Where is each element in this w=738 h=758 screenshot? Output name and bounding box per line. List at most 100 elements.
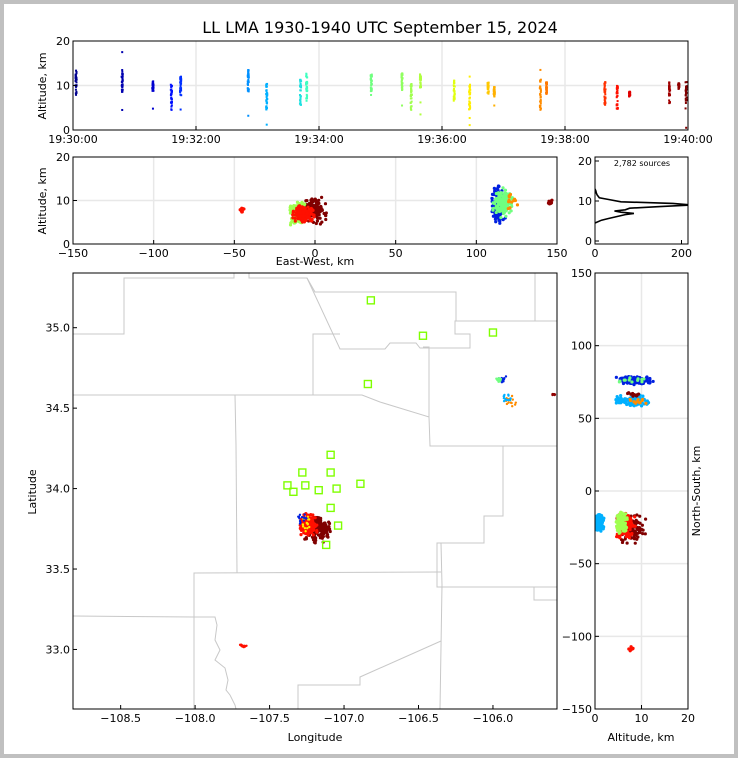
x-tick-label: 100 bbox=[466, 247, 487, 260]
source-point bbox=[669, 89, 672, 92]
source-point bbox=[616, 100, 619, 103]
source-point bbox=[468, 108, 471, 111]
lma-station-marker bbox=[326, 468, 335, 477]
source-point bbox=[493, 87, 496, 90]
source-point bbox=[601, 526, 605, 530]
source-point bbox=[291, 210, 295, 214]
source-point bbox=[618, 398, 623, 402]
y-tick-label: −150 bbox=[562, 703, 592, 716]
source-point bbox=[317, 198, 321, 202]
source-point bbox=[151, 83, 154, 86]
source-point bbox=[510, 394, 514, 398]
source-point bbox=[301, 210, 306, 214]
lma-station-marker bbox=[488, 328, 498, 337]
source-point bbox=[170, 104, 173, 107]
source-point bbox=[633, 541, 637, 545]
source-point bbox=[631, 394, 635, 398]
source-point bbox=[677, 82, 680, 85]
source-point bbox=[684, 101, 687, 104]
source-point bbox=[630, 380, 634, 384]
x-tick-label: 19:34:00 bbox=[294, 133, 343, 146]
source-point bbox=[401, 88, 404, 91]
eastwest-ylabel: Altitude, km bbox=[36, 167, 49, 234]
source-point bbox=[668, 101, 671, 104]
source-point bbox=[170, 88, 173, 91]
source-point bbox=[370, 79, 373, 82]
source-point bbox=[401, 86, 404, 89]
source-point bbox=[507, 194, 511, 198]
source-point bbox=[603, 82, 606, 85]
source-point bbox=[468, 92, 471, 95]
source-point bbox=[468, 97, 471, 100]
y-tick-label: 100 bbox=[571, 340, 592, 353]
source-point bbox=[615, 96, 618, 99]
source-point bbox=[502, 396, 506, 400]
source-point bbox=[75, 69, 78, 72]
source-point bbox=[638, 521, 642, 525]
source-point bbox=[308, 525, 311, 529]
source-point bbox=[243, 644, 246, 648]
source-point bbox=[311, 513, 315, 517]
source-point bbox=[74, 92, 77, 95]
source-point bbox=[298, 94, 301, 97]
source-point bbox=[468, 116, 471, 119]
county-border-line bbox=[73, 273, 235, 335]
source-point bbox=[500, 194, 505, 198]
source-point bbox=[492, 92, 495, 95]
x-tick-label: 0 bbox=[312, 247, 319, 260]
source-point bbox=[265, 92, 268, 95]
source-point bbox=[419, 74, 422, 77]
y-tick-label: 20 bbox=[56, 151, 70, 164]
source-point bbox=[302, 206, 306, 210]
source-point bbox=[311, 516, 315, 520]
source-point bbox=[121, 85, 124, 88]
source-point bbox=[410, 100, 413, 103]
source-point bbox=[468, 105, 471, 108]
source-point bbox=[644, 401, 648, 405]
x-tick-label: 10 bbox=[635, 712, 649, 725]
source-point bbox=[410, 105, 413, 108]
source-point bbox=[292, 206, 296, 210]
source-point bbox=[151, 86, 154, 89]
source-point bbox=[493, 89, 496, 92]
county-border-line bbox=[428, 416, 557, 447]
source-point bbox=[75, 93, 78, 96]
y-tick-label: 0 bbox=[585, 485, 592, 498]
x-tick-label: 200 bbox=[671, 247, 692, 260]
source-point bbox=[265, 85, 268, 88]
source-point bbox=[684, 107, 687, 110]
source-point bbox=[493, 94, 496, 97]
x-tick-label: 19:30:00 bbox=[48, 133, 97, 146]
source-point bbox=[370, 73, 373, 76]
source-point bbox=[514, 401, 518, 404]
source-point bbox=[309, 531, 313, 535]
source-point bbox=[684, 81, 687, 84]
source-point bbox=[617, 531, 621, 535]
source-point bbox=[497, 378, 500, 382]
source-point bbox=[410, 88, 413, 91]
source-point bbox=[629, 521, 634, 525]
lma-station-marker bbox=[332, 484, 341, 493]
source-point bbox=[312, 198, 316, 202]
source-point bbox=[121, 77, 124, 80]
time-altitude-grid bbox=[73, 41, 688, 130]
source-point bbox=[598, 519, 602, 523]
source-point bbox=[265, 106, 268, 109]
figure-title: LL LMA 1930-1940 UTC September 15, 2024 bbox=[202, 18, 558, 37]
county-border-line bbox=[436, 446, 557, 588]
source-point bbox=[179, 87, 182, 90]
source-point bbox=[636, 398, 640, 402]
source-point bbox=[247, 81, 250, 84]
source-point bbox=[545, 91, 548, 94]
source-point bbox=[500, 209, 505, 213]
source-point bbox=[631, 523, 635, 528]
source-point bbox=[323, 527, 327, 531]
source-point bbox=[400, 74, 403, 77]
source-point bbox=[497, 209, 502, 213]
source-point bbox=[74, 76, 77, 79]
source-point bbox=[370, 93, 373, 96]
source-point bbox=[496, 205, 500, 209]
source-point bbox=[545, 84, 548, 87]
source-point bbox=[121, 70, 124, 73]
source-point bbox=[74, 85, 77, 88]
